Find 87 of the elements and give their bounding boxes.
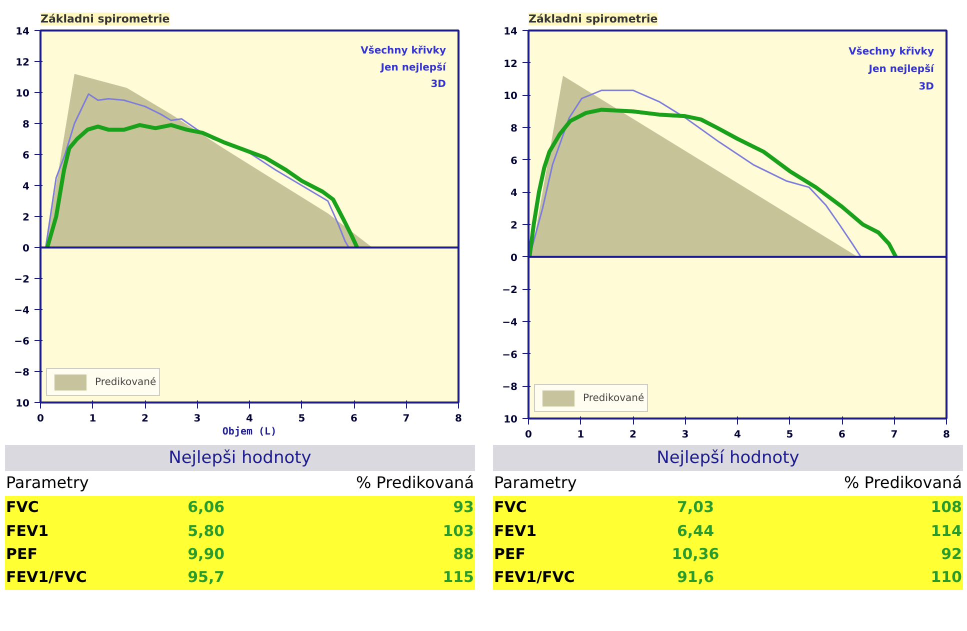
y-tick-label: 0: [22, 244, 30, 254]
text: Parametry: [5, 472, 90, 494]
text: % Predikovaná: [842, 472, 963, 494]
text: FVC: [493, 497, 528, 518]
y-tick-label: −4: [14, 306, 30, 316]
text: % Predikovaná: [354, 472, 475, 494]
x-tick-label: 6: [350, 414, 358, 424]
text: 103: [442, 520, 475, 542]
y-tick-label: 12: [504, 58, 518, 70]
x-tick-label: 1: [89, 414, 96, 424]
text: FEV1/FVC: [493, 567, 576, 588]
y-tick-label: 8: [510, 124, 518, 134]
annotation: Jen nejlepší: [868, 64, 935, 76]
y-tick-label: 10: [16, 88, 30, 100]
x-tick-label: 4: [246, 414, 254, 424]
text: FEV1/FVC: [5, 567, 88, 588]
text: 110: [930, 567, 963, 588]
x-tick-label: 0: [37, 414, 44, 424]
text: 108: [930, 497, 963, 518]
x-tick-label: 8: [943, 430, 950, 440]
text: FEV1: [5, 520, 50, 542]
y-tick-label: 10: [504, 414, 518, 426]
y-tick-label: 12: [16, 58, 30, 68]
line-series: [45, 123, 360, 250]
text: 5,80: [186, 520, 226, 542]
y-tick-label: 10: [16, 398, 30, 410]
x-tick-label: 5: [298, 414, 306, 424]
y-tick-label: 6: [510, 156, 518, 167]
legend-label: Predikované: [583, 392, 644, 404]
y-tick-label: −4: [502, 318, 518, 328]
annotation: Všechny křivky: [360, 46, 446, 57]
text: PEF: [5, 544, 38, 565]
annotation: Všechny křivky: [848, 46, 934, 58]
annotation: 3D: [430, 79, 446, 90]
y-tick-label: 2: [510, 220, 518, 232]
text: 9,90: [186, 544, 226, 565]
text: Nejlepší hodnoty: [493, 445, 963, 472]
y-tick-label: 2: [22, 212, 30, 224]
y-tick-label: 10: [504, 91, 518, 102]
y-tick-label: 0: [510, 252, 518, 264]
y-tick-label: 14: [16, 26, 30, 38]
y-tick-label: 4: [510, 188, 518, 200]
text: 95,7: [186, 567, 226, 588]
x-tick-label: 4: [734, 430, 742, 440]
text: 91,6: [676, 567, 716, 588]
y-tick-label: −8: [502, 382, 518, 394]
chart-title: Základni spirometrie: [528, 12, 658, 26]
text: 6,06: [186, 497, 226, 518]
legend-label: Predikované: [95, 376, 156, 388]
y-tick-label: −6: [502, 350, 518, 361]
x-tick-label: 3: [682, 430, 689, 440]
x-tick-label: 8: [455, 414, 462, 424]
text: 115: [442, 567, 475, 588]
annotation: Jen nejlepší: [380, 62, 447, 74]
text: 10,36: [670, 544, 720, 565]
x-tick-label: 1: [577, 430, 584, 440]
y-tick-label: 8: [22, 120, 30, 130]
x-tick-label: 6: [838, 430, 846, 440]
x-tick-label: 2: [630, 430, 637, 440]
chart-title: Základni spirometrie: [40, 12, 170, 26]
x-tick-label: 3: [194, 414, 201, 424]
x-axis-title: Objem (L): [222, 426, 277, 438]
y-tick-label: −8: [14, 368, 30, 378]
x-tick-label: 7: [402, 414, 410, 424]
x-tick-label: 5: [786, 430, 794, 440]
text: 114: [930, 520, 963, 542]
text: FVC: [5, 497, 40, 518]
y-tick-label: −6: [14, 336, 30, 348]
text: 92: [940, 544, 963, 565]
y-tick-label: −2: [502, 285, 518, 296]
y-tick-label: −2: [14, 274, 30, 286]
y-tick-label: 4: [22, 182, 30, 192]
line-series: [528, 108, 898, 259]
text: FEV1: [493, 520, 538, 542]
text: Parametry: [493, 472, 578, 494]
text: PEF: [493, 544, 526, 565]
text: Nejlepši hodnoty: [5, 445, 475, 472]
x-tick-label: 0: [525, 430, 532, 440]
text: 7,03: [676, 497, 716, 518]
y-tick-label: 14: [504, 26, 518, 38]
x-tick-label: 2: [142, 414, 149, 424]
text: 6,44: [676, 520, 716, 542]
text: 88: [452, 544, 475, 565]
text: 93: [452, 497, 475, 518]
y-tick-label: 6: [22, 150, 30, 162]
annotation: 3D: [918, 82, 934, 93]
x-tick-label: 7: [890, 430, 898, 440]
